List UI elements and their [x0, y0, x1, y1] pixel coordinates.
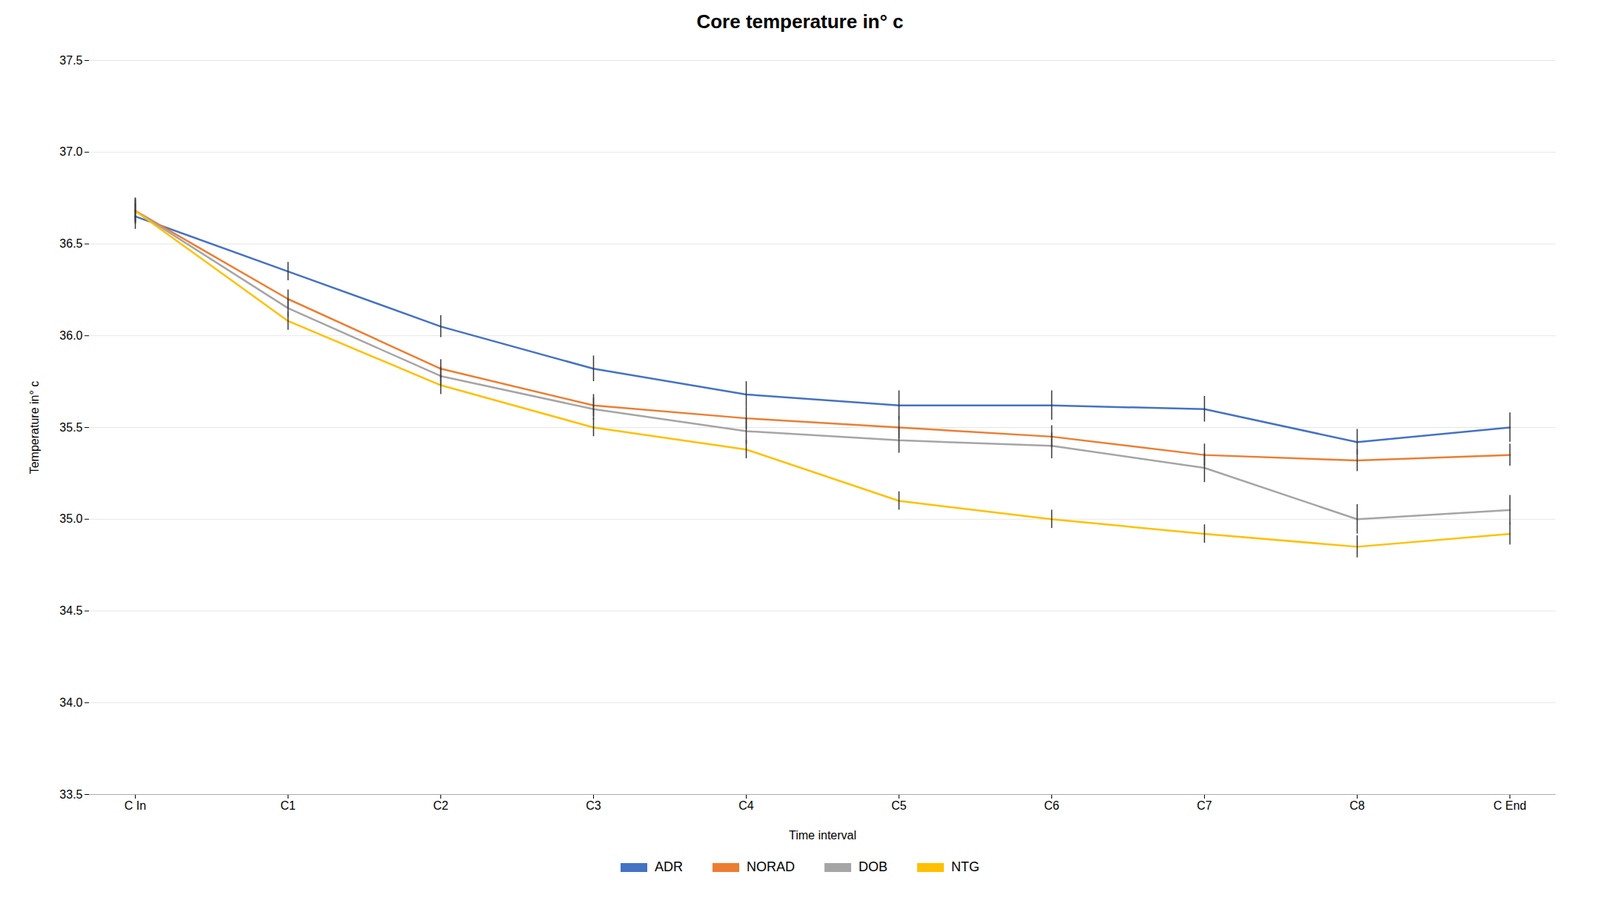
svg-text:36.0: 36.0 — [59, 329, 83, 342]
html-text:DOB: DOB — [858, 859, 888, 875]
svg-text:34.0: 34.0 — [59, 696, 83, 709]
svg-text:C7: C7 — [1196, 799, 1213, 812]
svg-text:Time interval: Time interval — [788, 828, 857, 842]
svg-text:36.5: 36.5 — [59, 237, 83, 250]
svg-text:C1: C1 — [280, 799, 296, 812]
svg-text:37.5: 37.5 — [59, 54, 83, 67]
svg-text:Temperature in° c: Temperature in° c — [28, 381, 41, 475]
svg-text:C5: C5 — [891, 799, 907, 812]
svg-text:C8: C8 — [1349, 799, 1365, 812]
svg-text:C In: C In — [124, 799, 147, 812]
svg-text:35.5: 35.5 — [59, 421, 83, 434]
svg-text:37.0: 37.0 — [59, 145, 83, 158]
svg-text:33.5: 33.5 — [59, 788, 83, 801]
svg-text:C4: C4 — [738, 799, 755, 812]
html-text:NORAD: NORAD — [746, 859, 795, 875]
html-text:Core temperature in° c: Core temperature in° c — [696, 10, 904, 33]
svg-text:C2: C2 — [432, 799, 449, 812]
svg-text:35.0: 35.0 — [59, 512, 83, 525]
svg-text:34.5: 34.5 — [59, 604, 83, 617]
svg-text:C6: C6 — [1043, 799, 1060, 812]
html-text:NTG: NTG — [951, 859, 980, 875]
svg-text:C End: C End — [1493, 799, 1526, 812]
svg-text:C3: C3 — [585, 799, 602, 812]
html-text:ADR: ADR — [654, 859, 683, 875]
